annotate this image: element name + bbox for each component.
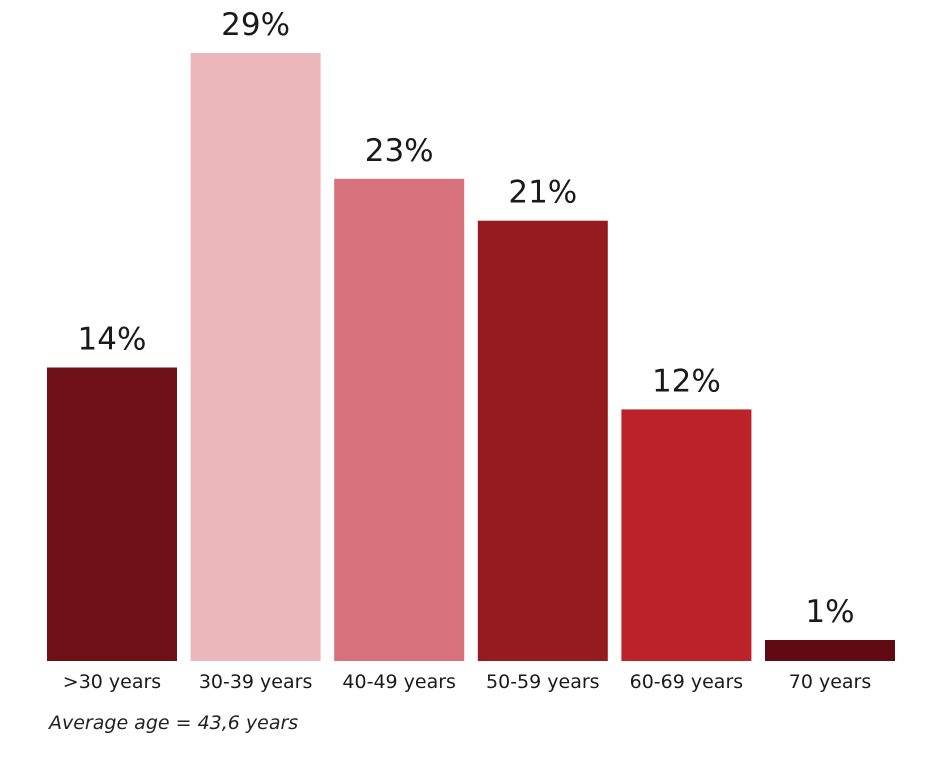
category-label-1: 30-39 years [199, 671, 313, 693]
category-label-3: 50-59 years [486, 671, 600, 693]
category-labels: >30 years 30-39 years 40-49 years 50-59 yea… [63, 671, 871, 693]
category-label-5: 70 years [789, 671, 872, 693]
value-label-0: 14% [78, 322, 147, 358]
bar-5 [765, 640, 895, 661]
category-label-0: >30 years [63, 671, 161, 693]
bar-2 [334, 178, 465, 662]
value-label-5: 1% [805, 594, 854, 630]
bar-3 [477, 220, 608, 661]
category-label-2: 40-49 years [342, 671, 456, 693]
bar-0 [47, 367, 177, 661]
value-label-1: 29% [221, 7, 290, 43]
value-label-4: 12% [652, 363, 721, 399]
bar-1 [190, 53, 321, 661]
category-label-4: 60-69 years [630, 671, 744, 693]
value-label-3: 21% [508, 175, 577, 211]
bar-4 [621, 409, 752, 661]
bars [47, 53, 895, 662]
value-labels: 14% 29% 23% 21% 12% 1% [78, 7, 855, 630]
value-label-2: 23% [365, 133, 434, 169]
average-age-note: Average age = 43,6 years [49, 712, 299, 734]
